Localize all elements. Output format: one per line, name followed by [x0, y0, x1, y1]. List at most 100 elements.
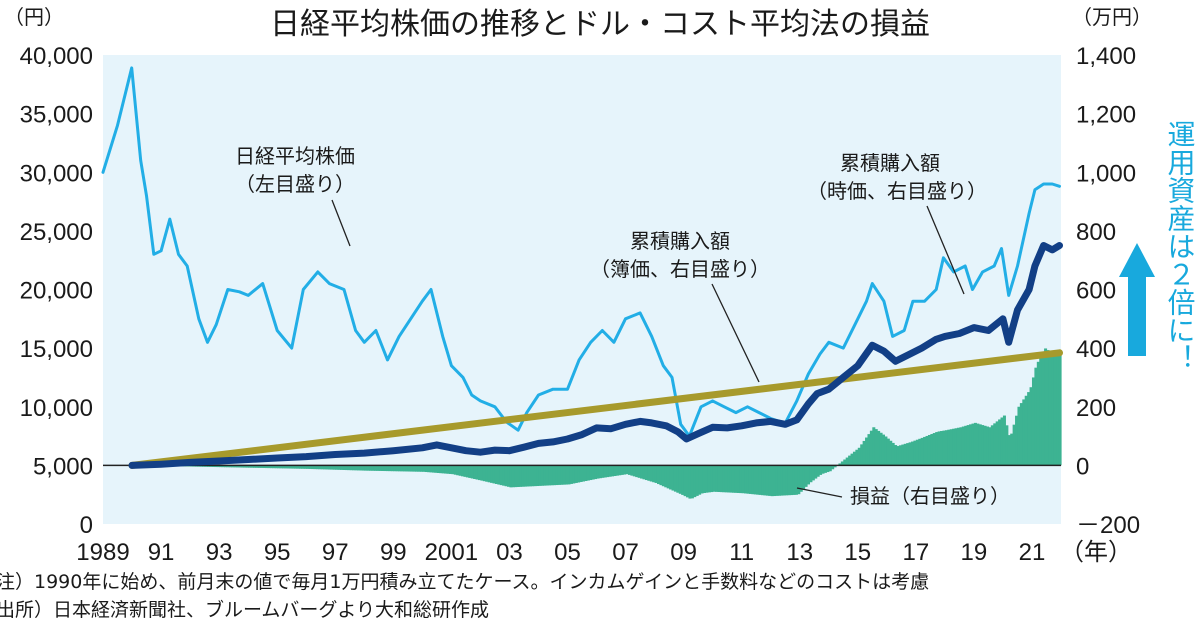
- profit-loss-bar: [294, 465, 298, 469]
- profit-loss-bar: [947, 429, 951, 466]
- x-axis-tick-label: 91: [148, 539, 175, 566]
- nikkei-line: [101, 66, 1061, 438]
- profit-loss-bar: [925, 435, 929, 466]
- profit-loss-bar: [649, 465, 653, 482]
- right-axis-tick-label: 1,000: [1076, 160, 1136, 187]
- profit-loss-bar: [802, 465, 806, 490]
- profit-loss-bar: [444, 465, 448, 474]
- profit-loss-bar: [901, 444, 905, 466]
- profit-loss-bar: [248, 465, 252, 468]
- profit-loss-bar: [366, 465, 370, 471]
- profit-loss-bar: [1000, 417, 1004, 466]
- profit-loss-bar: [681, 465, 685, 495]
- profit-loss-bar: [889, 440, 893, 466]
- profit-loss-bar: [741, 465, 745, 494]
- profit-loss-bar: [485, 465, 489, 482]
- right-axis-tick-label: 0: [1076, 453, 1089, 480]
- footnote-note: 注）1990年に始め、前月末の値で毎月1万円積み立てたケース。インカムゲインと手…: [0, 571, 930, 593]
- profit-loss-bar: [872, 427, 876, 466]
- profit-loss-bar: [906, 443, 910, 466]
- profit-loss-bar: [896, 446, 900, 466]
- market-label-2: （時価、右目盛り）: [807, 179, 987, 203]
- profit-loss-bar: [245, 465, 249, 468]
- profit-loss-bar: [652, 465, 656, 483]
- profit-loss-bar: [923, 436, 927, 466]
- profit-loss-bar: [826, 465, 830, 473]
- profit-loss-bar: [475, 465, 479, 480]
- profit-loss-bar: [577, 465, 581, 483]
- profit-loss-bar: [405, 465, 409, 472]
- x-axis-tick-label: 2001: [425, 539, 478, 566]
- profit-loss-bar: [376, 465, 380, 471]
- profit-loss-bar: [993, 423, 997, 466]
- profit-loss-bar: [499, 465, 503, 486]
- left-axis-unit: （円）: [4, 5, 64, 29]
- profit-loss-bar: [884, 436, 888, 466]
- profit-loss-bar: [656, 465, 661, 485]
- profit-loss-bar: [490, 465, 494, 483]
- profit-loss-bar: [523, 465, 527, 487]
- profit-loss-bar: [550, 465, 554, 486]
- profit-loss-bar: [262, 465, 266, 469]
- profit-loss-bar: [756, 465, 760, 495]
- profit-loss-bar: [386, 465, 390, 472]
- profit-loss-bar: [954, 428, 958, 466]
- profit-loss-bar: [507, 465, 511, 487]
- profit-loss-bar: [274, 465, 278, 469]
- profit-loss-bar: [402, 465, 406, 472]
- profit-loss-bar: [533, 465, 537, 487]
- profit-loss-bar: [494, 465, 498, 484]
- profit-loss-bar: [226, 465, 230, 468]
- profit-loss-bar: [448, 465, 452, 474]
- profit-loss-bar: [635, 465, 639, 478]
- profit-loss-bar: [698, 465, 702, 495]
- profit-loss-bar: [252, 465, 257, 468]
- book-label-2: （簿価、右目盛り）: [590, 257, 770, 281]
- profit-loss-bar: [318, 465, 322, 470]
- profit-loss-bar: [601, 465, 605, 478]
- profit-loss-bar: [569, 465, 573, 484]
- profit-loss-bar: [279, 465, 283, 469]
- profit-loss-bar: [451, 465, 455, 475]
- profit-loss-bar: [296, 465, 300, 469]
- profit-loss-bar: [211, 465, 215, 467]
- profit-loss-bar: [623, 465, 627, 475]
- profit-loss-bar: [586, 465, 590, 481]
- vertical-annotation: 運用資産は２倍に！: [1164, 120, 1197, 372]
- footnote-source: 出所）日本経済新聞社、ブルームバーグより大和総研作成: [0, 599, 490, 621]
- profit-loss-bar: [526, 465, 530, 487]
- profit-loss-bar: [323, 465, 327, 470]
- profit-loss-bar: [480, 465, 484, 481]
- profit-loss-bar: [705, 465, 709, 493]
- profit-loss-bar: [961, 426, 965, 466]
- market-value-line: [128, 242, 1063, 469]
- x-axis-tick-label: 95: [264, 539, 291, 566]
- profit-loss-bar: [265, 465, 269, 469]
- profit-loss-bar: [862, 440, 866, 466]
- left-axis-tick-label: 20,000: [20, 278, 93, 305]
- profit-loss-bar: [361, 465, 365, 471]
- x-axis-tick-label: 15: [844, 539, 871, 566]
- profit-loss-bar: [971, 423, 975, 466]
- profit-loss-bar: [661, 465, 665, 487]
- profit-loss-bar: [690, 465, 694, 499]
- profit-loss-bar: [337, 465, 341, 470]
- profit-loss-bar: [966, 425, 970, 466]
- profit-loss-leader-line: [796, 487, 843, 498]
- profit-loss-bar: [453, 465, 457, 475]
- profit-loss-bar: [615, 465, 619, 476]
- profit-loss-bar: [869, 430, 873, 466]
- profit-loss-bar: [734, 465, 738, 493]
- profit-loss-bar: [758, 465, 762, 495]
- profit-loss-bar: [693, 465, 697, 498]
- profit-loss-bar: [325, 465, 329, 470]
- profit-loss-bar: [969, 424, 973, 466]
- profit-loss-bar: [983, 425, 987, 466]
- profit-loss-bar: [765, 465, 769, 496]
- profit-loss-bar: [881, 434, 885, 466]
- x-axis-tick-label: 13: [786, 539, 813, 566]
- profit-loss-bar: [308, 465, 312, 469]
- x-axis-tick-label: 21: [1019, 539, 1046, 566]
- right-axis-tick-label: 800: [1076, 219, 1116, 246]
- profit-loss-bar: [582, 465, 586, 482]
